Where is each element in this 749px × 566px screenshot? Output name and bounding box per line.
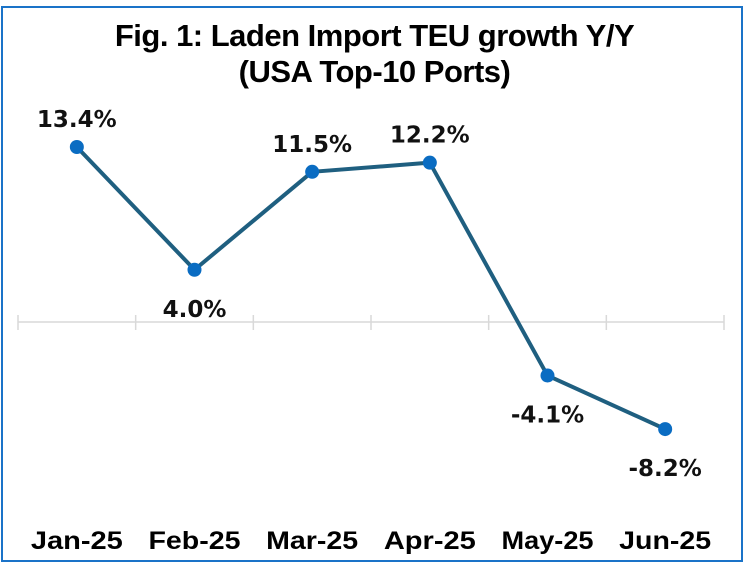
category-label-layer: Jan-25 Feb-25 Mar-25 Apr-25 May-25 Jun-25 <box>31 527 711 555</box>
data-label: 11.5% <box>272 132 352 158</box>
data-label: -8.2% <box>628 456 701 482</box>
data-label: 4.0% <box>163 297 227 323</box>
data-point-marker <box>540 368 555 383</box>
marker-layer <box>69 139 673 437</box>
data-label: 13.4% <box>37 107 117 133</box>
data-label-layer: 13.4% 4.0% 11.5% 12.2% -4.1% -8.2% <box>37 107 702 482</box>
chart-title-line1: Fig. 1: Laden Import TEU growth Y/Y <box>114 18 635 53</box>
data-point-marker <box>69 139 84 154</box>
category-label: Mar-25 <box>266 527 358 555</box>
category-label: Jun-25 <box>619 527 711 555</box>
data-point-marker <box>187 262 202 277</box>
category-label: Feb-25 <box>149 527 241 555</box>
data-point-marker <box>305 164 320 179</box>
category-label: May-25 <box>502 527 594 555</box>
data-label: 12.2% <box>390 123 470 149</box>
data-point-marker <box>422 155 437 170</box>
chart-subtitle: (USA Top-10 Ports) <box>238 54 511 89</box>
data-point-marker <box>658 422 673 437</box>
chart-title: Fig. 1: Laden Import TEU growth Y/Y (USA… <box>0 18 749 90</box>
series-line <box>75 145 666 431</box>
category-label: Jan-25 <box>31 527 123 555</box>
category-label: Apr-25 <box>384 527 476 555</box>
series-line-layer <box>75 145 666 431</box>
chart-frame <box>1 6 743 562</box>
x-axis <box>17 315 725 330</box>
data-label: -4.1% <box>511 403 584 429</box>
